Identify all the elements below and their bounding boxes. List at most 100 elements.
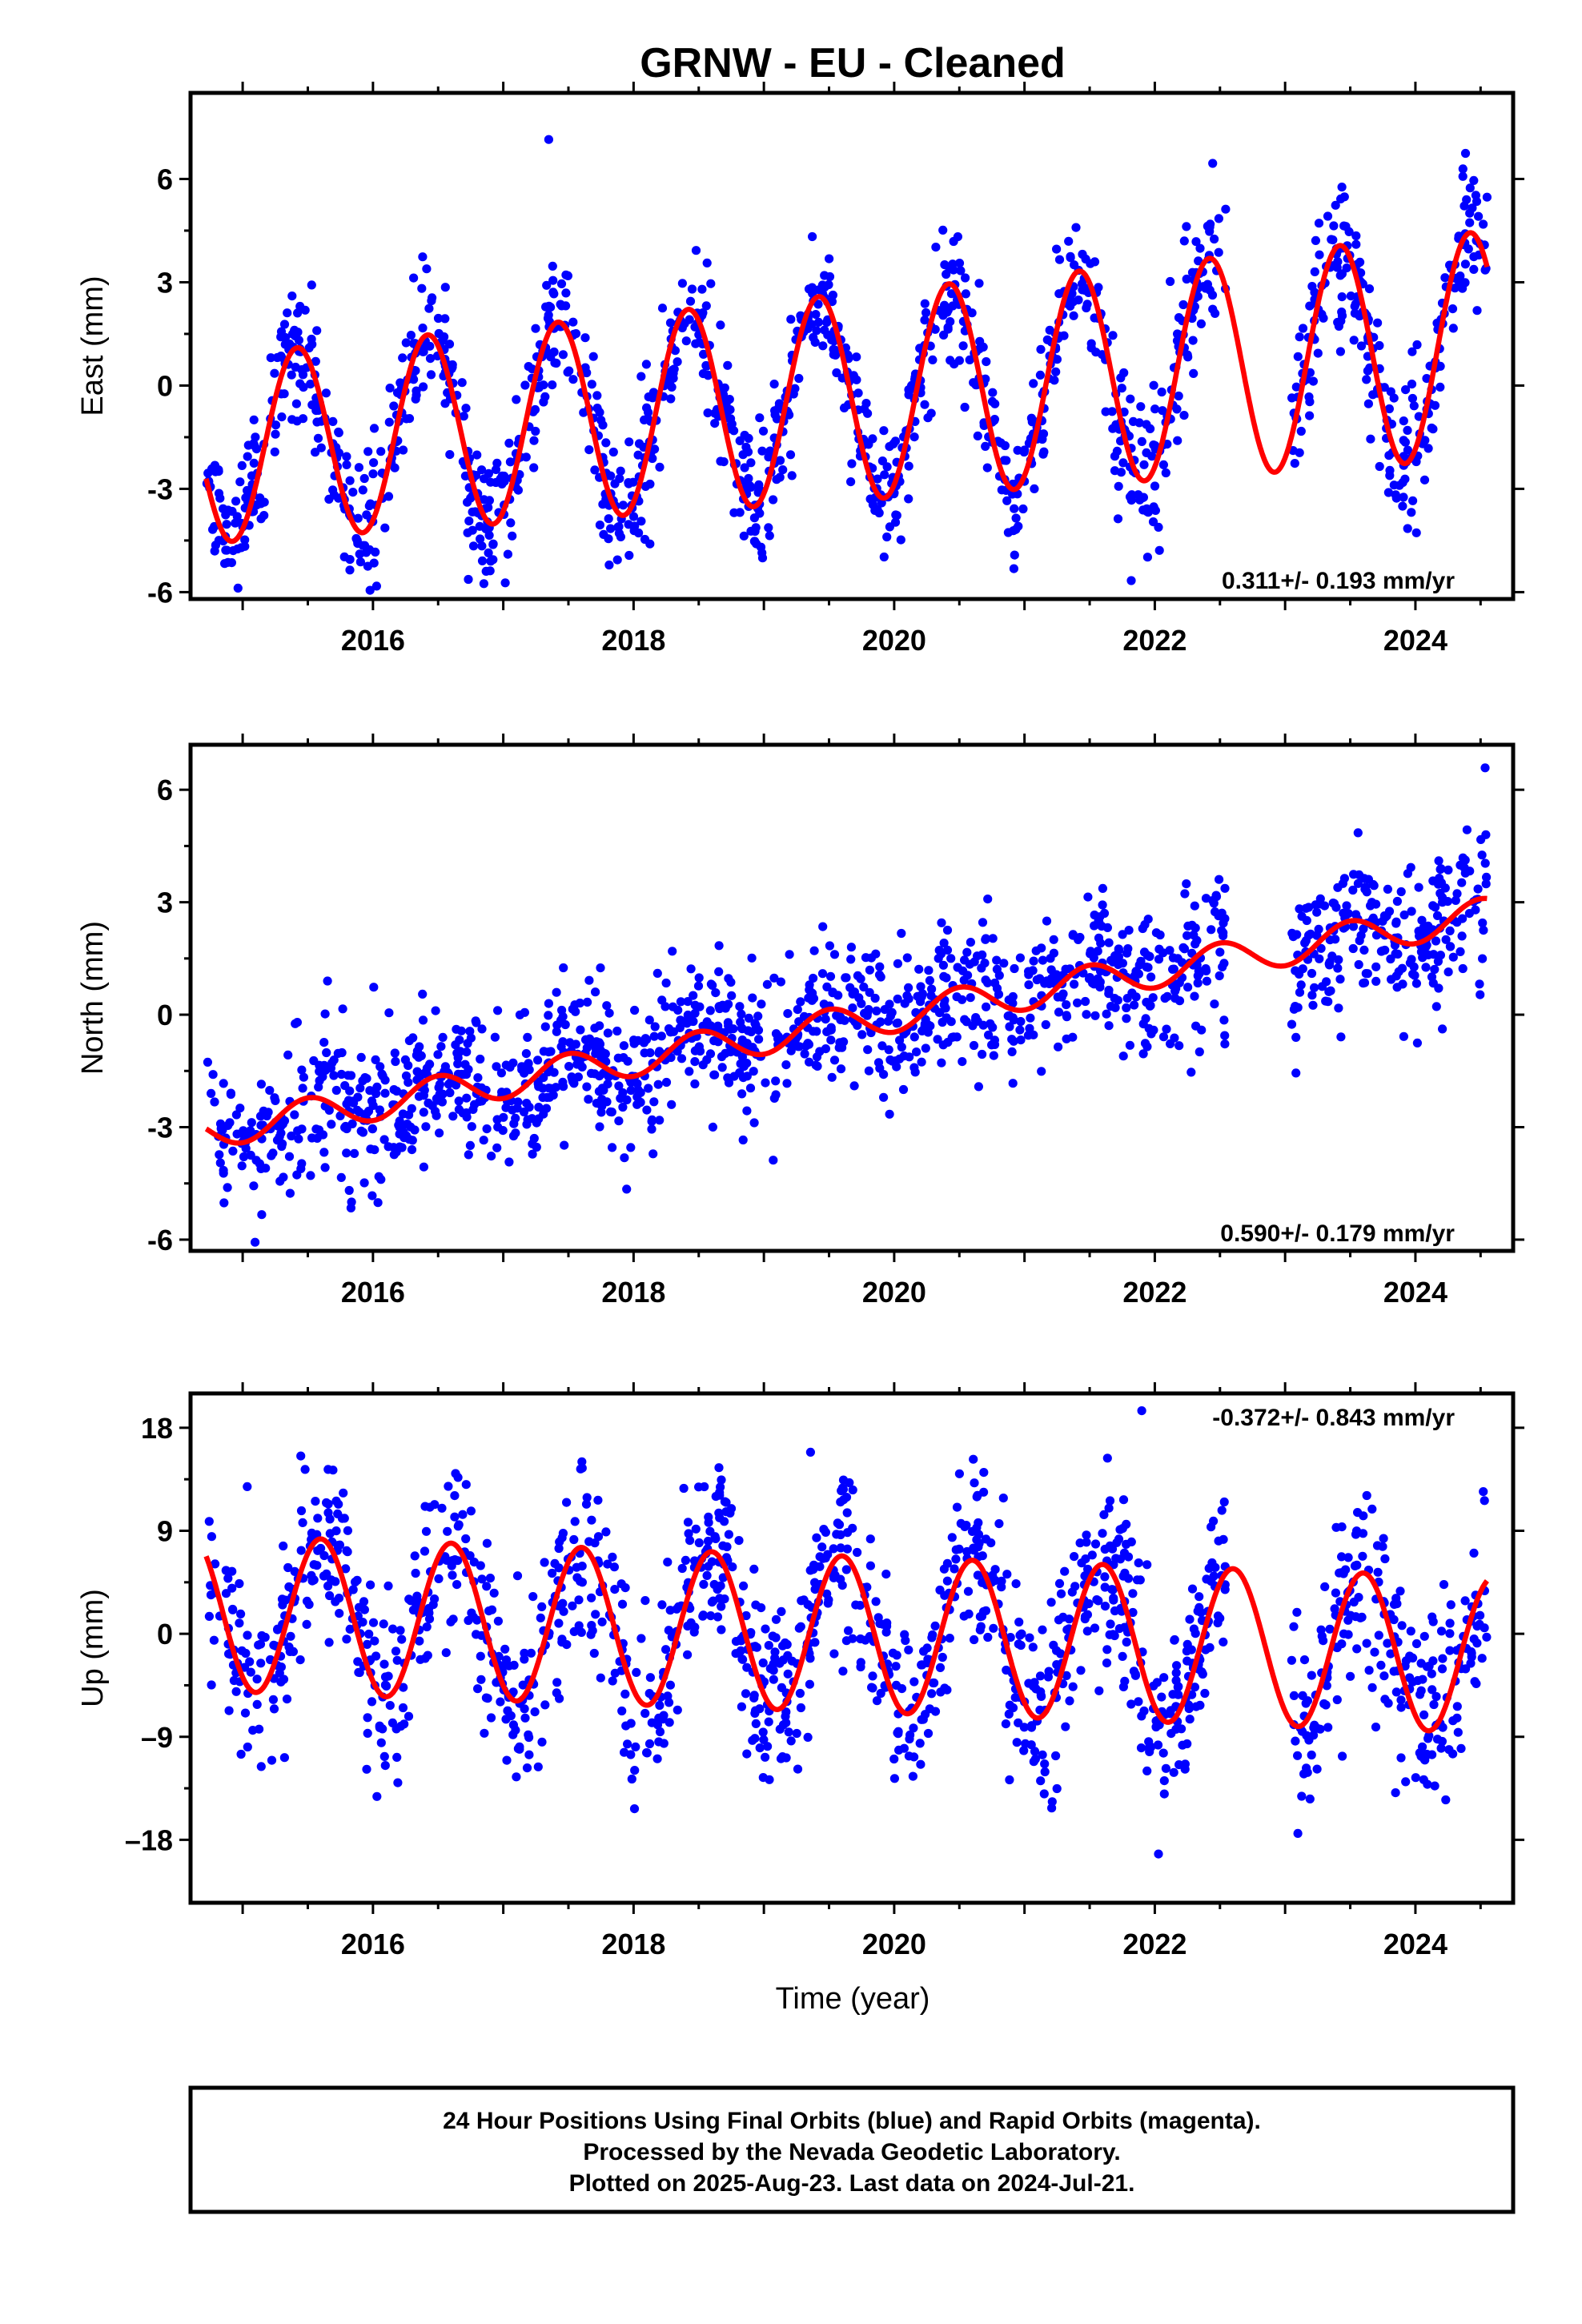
data-point xyxy=(372,1791,382,1801)
data-point xyxy=(1158,460,1168,470)
data-point xyxy=(379,1619,388,1629)
data-point xyxy=(587,380,596,389)
data-point xyxy=(648,1149,658,1159)
data-point xyxy=(1431,1691,1441,1702)
data-point xyxy=(982,1002,991,1011)
data-point xyxy=(1062,1625,1072,1634)
data-point xyxy=(468,1612,479,1622)
data-point xyxy=(325,1529,335,1538)
data-point xyxy=(1373,1567,1383,1577)
data-point xyxy=(251,1237,260,1247)
data-point xyxy=(1107,407,1117,416)
data-point xyxy=(952,1032,962,1042)
data-point xyxy=(1054,255,1065,264)
data-point xyxy=(524,1059,533,1068)
data-point xyxy=(619,1041,629,1051)
data-point xyxy=(254,1640,263,1650)
data-point xyxy=(846,477,856,487)
data-point xyxy=(1092,1595,1102,1605)
data-point xyxy=(1000,440,1010,451)
data-point xyxy=(1030,1754,1040,1764)
data-point xyxy=(631,1742,640,1751)
data-point xyxy=(333,1509,343,1518)
data-point xyxy=(1429,950,1439,959)
data-point xyxy=(978,918,988,927)
data-point xyxy=(243,1742,252,1752)
data-point xyxy=(653,1080,663,1089)
data-point xyxy=(552,358,561,368)
data-point xyxy=(1325,1624,1335,1634)
data-point xyxy=(387,1718,397,1727)
data-point xyxy=(829,1649,839,1659)
data-point xyxy=(1311,235,1320,245)
data-point xyxy=(557,1005,567,1015)
data-point xyxy=(240,1663,250,1672)
data-point xyxy=(235,1578,244,1589)
data-point xyxy=(395,1142,404,1152)
data-point xyxy=(1355,257,1365,267)
data-point xyxy=(279,389,289,399)
data-point xyxy=(794,1623,804,1633)
y-tick-label: 3 xyxy=(157,266,173,299)
data-point xyxy=(529,463,539,472)
data-point xyxy=(1357,1612,1367,1622)
data-point xyxy=(1434,983,1443,993)
data-point xyxy=(1403,524,1412,533)
data-point xyxy=(593,1532,604,1542)
data-point xyxy=(1194,966,1203,976)
data-point xyxy=(618,1102,628,1112)
data-point xyxy=(746,458,756,468)
data-point xyxy=(1392,896,1402,907)
data-point xyxy=(1040,1759,1050,1769)
data-point xyxy=(1307,1671,1316,1680)
rate-label: 0.311+/- 0.193 mm/yr xyxy=(1222,568,1455,594)
data-point xyxy=(1430,400,1440,410)
data-point xyxy=(408,273,419,283)
data-point xyxy=(491,464,501,475)
data-point xyxy=(320,1009,330,1019)
data-point xyxy=(584,1095,593,1104)
data-point xyxy=(1305,1794,1315,1803)
data-point xyxy=(1154,545,1164,555)
data-point xyxy=(524,1750,534,1759)
data-point xyxy=(219,1168,228,1178)
data-point xyxy=(1172,1661,1182,1671)
data-point xyxy=(821,1527,830,1537)
data-point xyxy=(860,1008,869,1018)
data-point xyxy=(376,447,386,456)
data-point xyxy=(1291,966,1300,975)
data-point xyxy=(737,1089,747,1099)
data-point xyxy=(243,1482,252,1491)
data-point xyxy=(501,1715,511,1724)
data-point xyxy=(617,1599,628,1609)
data-point xyxy=(927,984,937,994)
data-point xyxy=(934,954,943,963)
data-point xyxy=(884,1045,893,1055)
data-point xyxy=(1127,490,1137,500)
data-point xyxy=(1451,895,1460,905)
data-point xyxy=(342,1546,351,1555)
data-point xyxy=(796,997,805,1007)
data-point xyxy=(1182,1639,1192,1649)
data-point xyxy=(400,1055,410,1064)
data-point xyxy=(1312,1764,1322,1774)
data-point xyxy=(960,1015,970,1024)
data-point xyxy=(1431,936,1441,946)
data-point xyxy=(689,991,698,1000)
data-point xyxy=(240,541,250,551)
data-point xyxy=(909,432,919,442)
data-point xyxy=(231,1687,241,1696)
data-point xyxy=(398,353,408,363)
data-point xyxy=(1477,850,1487,860)
data-point xyxy=(583,997,592,1007)
data-point xyxy=(279,320,290,329)
data-point xyxy=(1140,920,1150,930)
data-point xyxy=(476,1054,485,1064)
data-point xyxy=(522,1099,532,1108)
data-point xyxy=(614,1081,624,1091)
data-point xyxy=(593,1495,603,1505)
data-point xyxy=(1134,1697,1143,1707)
data-point xyxy=(352,536,362,545)
data-point xyxy=(616,466,625,476)
data-point xyxy=(219,1198,229,1208)
